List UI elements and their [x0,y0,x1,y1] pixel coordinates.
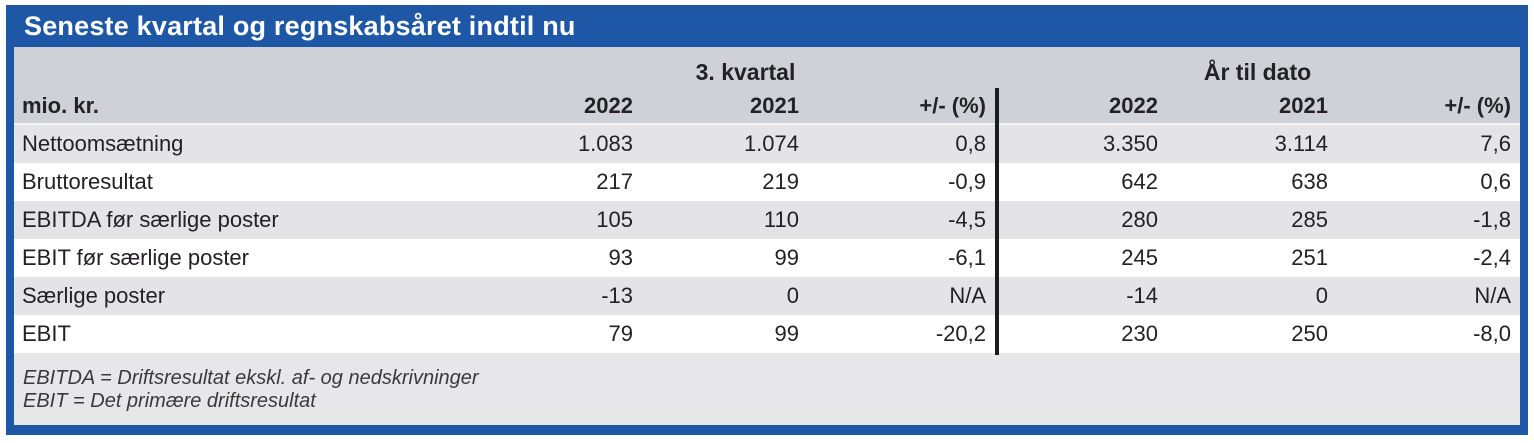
group-header-ytd: År til dato [1203,59,1312,85]
row-value: 642 [1121,169,1158,194]
footnote-ebit-definition: EBIT = Det primære driftsresultat [23,390,316,412]
footnotes-section: EBITDA = Driftsresultat ekskl. af- og ne… [14,353,1520,425]
row-value: 285 [1291,207,1328,232]
row-value: -0,9 [948,169,986,194]
row-value: 7,6 [1480,131,1511,156]
table-row-ebit-foer-saerlige-poster: EBIT før særlige poster 93 99 -6,1 245 2… [14,239,1520,277]
row-label: Bruttoresultat [22,169,153,194]
table-frame: Seneste kvartal og regnskabsåret indtil … [6,5,1528,435]
row-value: 0 [786,283,799,308]
row-value: 0,6 [1480,169,1511,194]
row-value: 0,8 [955,131,986,156]
row-value: 99 [774,245,799,270]
row-value: -13 [601,283,633,308]
col-header-ytd-2022: 2022 [1109,92,1158,118]
row-value: 99 [774,321,799,346]
table-row-saerlige-poster: Særlige poster -13 0 N/A -14 0 N/A [14,277,1520,315]
table-row-ebitda-foer-saerlige-poster: EBITDA før særlige poster 105 110 -4,5 2… [14,201,1520,239]
row-value: 105 [596,207,633,232]
row-label: EBITDA før særlige poster [22,207,279,232]
row-value: 230 [1121,321,1158,346]
row-value: -2,4 [1473,245,1511,270]
row-value: -6,1 [948,245,986,270]
column-group-header-row: 3. kvartal År til dato [14,47,1520,88]
group-header-q3: 3. kvartal [695,59,796,85]
row-value: -1,8 [1473,207,1511,232]
table-row-bruttoresultat: Bruttoresultat 217 219 -0,9 642 638 0,6 [14,163,1520,201]
row-value: N/A [949,283,986,308]
row-value: -4,5 [948,207,986,232]
row-value: -20,2 [935,321,986,346]
row-value: 110 [763,207,799,232]
row-value: 3.350 [1102,131,1158,156]
col-header-q3-2021: 2021 [750,92,799,118]
table-title: Seneste kvartal og regnskabsåret indtil … [24,10,576,41]
table-row-ebit: EBIT 79 99 -20,2 230 250 -8,0 [14,315,1520,353]
row-value: 93 [608,245,633,270]
row-label: EBIT [22,321,71,346]
col-header-ytd-2021: 2021 [1279,92,1328,118]
row-value: 0 [1315,283,1328,308]
table-row-nettoomsaetning: Nettoomsætning 1.083 1.074 0,8 3.350 3.1… [14,125,1520,163]
footnote-ebitda-definition: EBITDA = Driftsresultat ekskl. af- og ne… [23,367,479,389]
col-header-q3-change: +/- (%) [919,92,986,118]
row-value: -14 [1126,283,1158,308]
column-header-row: mio. kr. 2022 2021 +/- (%) 2022 2021 +/-… [14,88,1520,125]
col-header-ytd-change: +/- (%) [1444,92,1511,118]
row-value: -8,0 [1473,321,1511,346]
row-value: 1.074 [743,131,799,156]
row-value: 219 [762,169,799,194]
row-value: 1.083 [577,131,633,156]
group-divider-line [995,88,999,355]
row-value: 638 [1291,169,1328,194]
row-value: 217 [596,169,633,194]
row-value: 245 [1121,245,1158,270]
row-value: 3.114 [1274,131,1328,156]
row-value: 280 [1121,207,1158,232]
row-value: N/A [1474,283,1511,308]
group-header-spacer [14,86,496,88]
row-value: 250 [1291,321,1328,346]
row-value: 251 [1291,245,1328,270]
row-label: Nettoomsætning [22,131,184,156]
row-label: EBIT før særlige poster [22,245,249,270]
row-label: Særlige poster [22,283,166,308]
unit-label: mio. kr. [22,92,100,118]
col-header-q3-2022: 2022 [584,92,633,118]
row-value: 79 [608,321,633,346]
table-header-band: 3. kvartal År til dato mio. kr. 2022 202… [14,47,1520,125]
table-title-bar: Seneste kvartal og regnskabsåret indtil … [14,5,1520,47]
table-body: Nettoomsætning 1.083 1.074 0,8 3.350 3.1… [14,125,1520,353]
